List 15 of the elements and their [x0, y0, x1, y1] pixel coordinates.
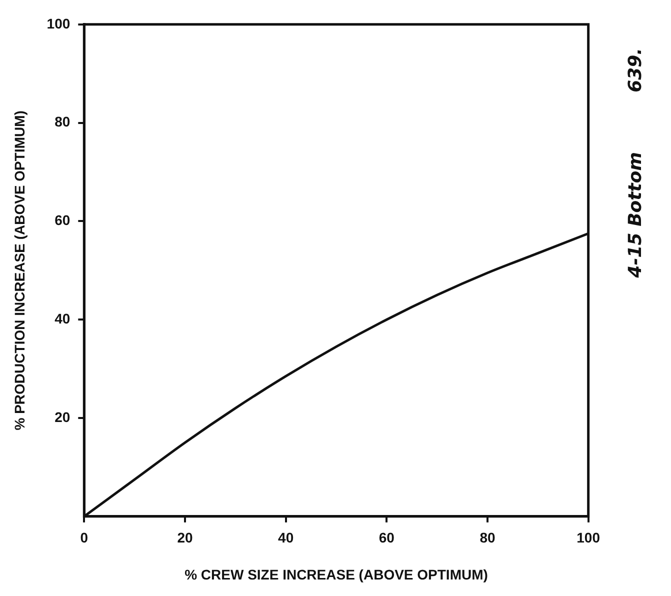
y-tick-label: 60	[54, 212, 70, 228]
x-tick-label: 40	[278, 530, 294, 546]
x-tick-label: 80	[480, 530, 496, 546]
y-tick-label: 40	[54, 310, 70, 326]
y-axis-title: % PRODUCTION INCREASE (ABOVE OPTIMUM)	[11, 110, 28, 430]
x-tick-label: 0	[80, 530, 88, 546]
text: 4-15 Bottom	[625, 152, 646, 278]
y-tick-label: 20	[54, 408, 70, 425]
x-tick-label: 20	[177, 530, 193, 546]
x-tick-label: 100	[576, 530, 600, 546]
text: 639.	[625, 48, 646, 92]
x-tick-label: 60	[378, 530, 395, 546]
y-tick-label: 100	[46, 15, 70, 32]
x-axis-title: % CREW SIZE INCREASE (ABOVE OPTIMUM)	[184, 566, 488, 582]
y-tick-label: 80	[54, 114, 70, 130]
